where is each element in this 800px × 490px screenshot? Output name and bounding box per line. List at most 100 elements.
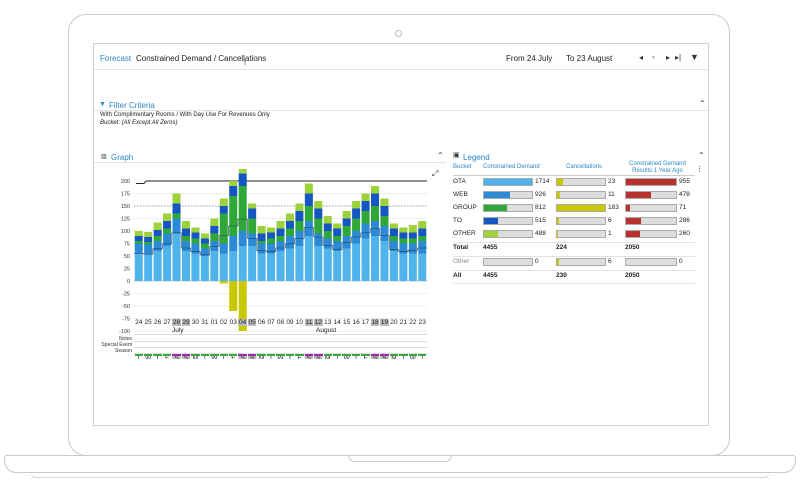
day-label: 30 (191, 319, 200, 326)
cancel-bar (556, 191, 606, 199)
bar-other (295, 203, 304, 211)
season-marker (257, 354, 266, 356)
to-date[interactable]: To 23 August (566, 54, 613, 63)
collapse-graph-icon[interactable]: ⌃ (437, 151, 444, 160)
collapse-legend-icon[interactable]: ⌃ (698, 151, 705, 160)
bar-other (276, 221, 285, 229)
bar-ota (163, 246, 172, 281)
season-marker (304, 354, 314, 356)
weekday-label: M (259, 355, 264, 359)
other-cancel: 6 (608, 258, 612, 265)
from-date[interactable]: From 24 July (506, 54, 553, 63)
bar-to (134, 236, 143, 241)
filter-icon[interactable]: ▼ (690, 52, 699, 62)
cancel-value: 23 (608, 178, 616, 185)
bar-ota (257, 253, 266, 281)
y-tick-label: 25 (124, 267, 130, 273)
legend-col-year-ago: Constrained Demand Results 1 Year Ago (629, 161, 686, 174)
bar-other (172, 193, 181, 204)
weekday-label: S (307, 355, 312, 359)
bar-web (314, 233, 323, 246)
bar-ota (134, 253, 143, 281)
bar-ota (342, 248, 351, 281)
bar-to (333, 228, 342, 236)
app-screen: Forecast Constrained Demand / Cancellati… (93, 43, 709, 426)
last-icon[interactable]: ▸| (675, 53, 682, 62)
weekday-label: S (174, 355, 179, 359)
bar-web (333, 241, 342, 251)
legend-other-label: Other (453, 258, 470, 265)
bar-ota (380, 241, 389, 281)
day-label: 17 (361, 319, 370, 326)
filter-criteria-title[interactable]: Filter Criteria (109, 101, 155, 110)
legend-menu-icon[interactable]: ⋮ (696, 166, 703, 173)
demand-value: 926 (535, 191, 546, 198)
bar-web (191, 243, 200, 254)
calendar-row-label: Special Event (101, 342, 132, 348)
demand-value: 1714 (535, 178, 550, 185)
bar-group (352, 218, 361, 231)
season-marker (295, 354, 304, 356)
bar-web (153, 241, 162, 251)
bar-ota (418, 253, 427, 281)
cancel-bar (556, 217, 606, 225)
capacity-line (136, 180, 427, 184)
day-label: 12 (314, 319, 323, 326)
bar-web (399, 243, 408, 254)
bar-to (257, 233, 266, 241)
bar-other (210, 218, 219, 226)
other-year-ago-bar (625, 258, 677, 266)
other-cancel-bar-fill (557, 259, 559, 265)
bar-to (191, 232, 200, 239)
bar-ota (399, 253, 408, 281)
weekend-marker (247, 353, 257, 359)
calendar-row-line (134, 341, 427, 342)
legend-panel-icon: ▣ (453, 152, 460, 159)
collapse-filter-icon[interactable]: ⌃ (699, 99, 706, 108)
season-marker (314, 354, 323, 356)
bar-group (304, 206, 313, 221)
cancel-value: 6 (608, 217, 612, 224)
bar-group (257, 241, 266, 244)
tab-forecast[interactable]: Forecast (100, 54, 132, 63)
bar-to (342, 218, 351, 226)
bar-web (200, 248, 209, 256)
next-icon[interactable]: ▸ (666, 53, 671, 62)
bar-web (219, 243, 228, 254)
bar-to (323, 223, 332, 231)
legend-bucket: WEB (453, 191, 468, 198)
zoom-icon[interactable]: ⤢ (432, 169, 439, 178)
legend-panel-title[interactable]: Legend (463, 153, 490, 162)
weekday-label: S (382, 355, 387, 359)
weekday-label: M (391, 355, 396, 359)
bar-group (342, 226, 351, 236)
cancel-bar-fill (557, 179, 564, 185)
prev-icon[interactable]: ◂ (639, 53, 644, 62)
year-ago-value: 955 (679, 178, 690, 185)
year-ago-value: 286 (679, 217, 690, 224)
year-ago-bar-fill (626, 192, 652, 198)
cancel-value: 1 (608, 230, 612, 237)
filter-criteria-icon: ▼ (99, 101, 106, 108)
graph-divider (94, 162, 446, 163)
weekend-marker (181, 353, 191, 359)
bar-ota (219, 253, 228, 281)
cancel-bar (556, 230, 606, 238)
season-marker (210, 354, 219, 356)
bar-group (153, 236, 162, 241)
bar-to (248, 208, 257, 219)
season-marker (351, 354, 361, 356)
calendar-icon[interactable]: ▫ (652, 53, 655, 62)
demand-bar (483, 230, 533, 238)
bar-other (370, 186, 380, 194)
bar-other (342, 211, 351, 219)
season-marker (181, 354, 191, 356)
season-marker (200, 354, 210, 356)
bar-web (134, 243, 143, 254)
weekend-marker (314, 353, 323, 359)
day-label: 29 (181, 319, 191, 326)
season-marker (153, 354, 162, 356)
graph-panel-title[interactable]: Graph (111, 153, 134, 162)
weekend-marker (238, 353, 247, 359)
day-label: 05 (247, 319, 257, 326)
